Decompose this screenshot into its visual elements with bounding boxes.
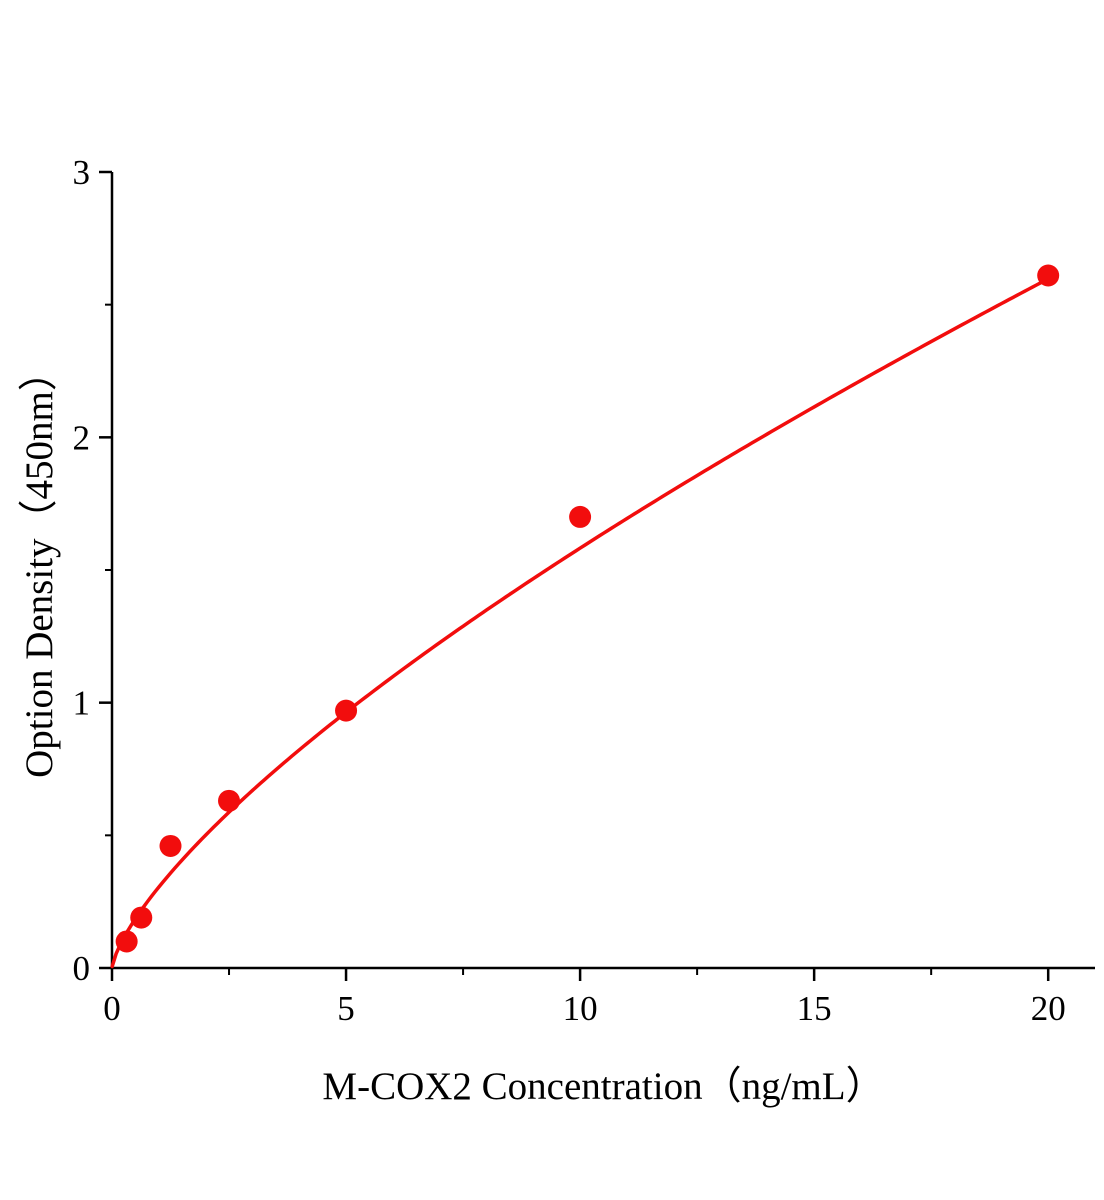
data-point: [335, 699, 358, 722]
data-point: [159, 834, 182, 857]
fit-curve-line: [110, 277, 1050, 969]
x-tick-label: 5: [337, 989, 355, 1028]
x-tick-label: 20: [1031, 989, 1066, 1028]
y-tick-label: 1: [73, 684, 91, 723]
y-tick-label: 2: [73, 418, 91, 457]
y-tick-label: 0: [73, 949, 91, 988]
data-point: [115, 930, 138, 953]
x-tick-label: 0: [103, 989, 121, 1028]
x-tick-label: 15: [797, 989, 832, 1028]
x-axis-title: M-COX2 Concentration（ng/mL）: [322, 1065, 885, 1108]
y-tick-label: 3: [73, 153, 91, 192]
data-point: [218, 789, 241, 812]
y-axis-title: Option Density（450nm）: [18, 352, 61, 778]
x-tick-label: 10: [563, 989, 598, 1028]
data-point: [569, 505, 592, 528]
data-point: [1037, 264, 1060, 287]
data-point: [130, 906, 153, 929]
